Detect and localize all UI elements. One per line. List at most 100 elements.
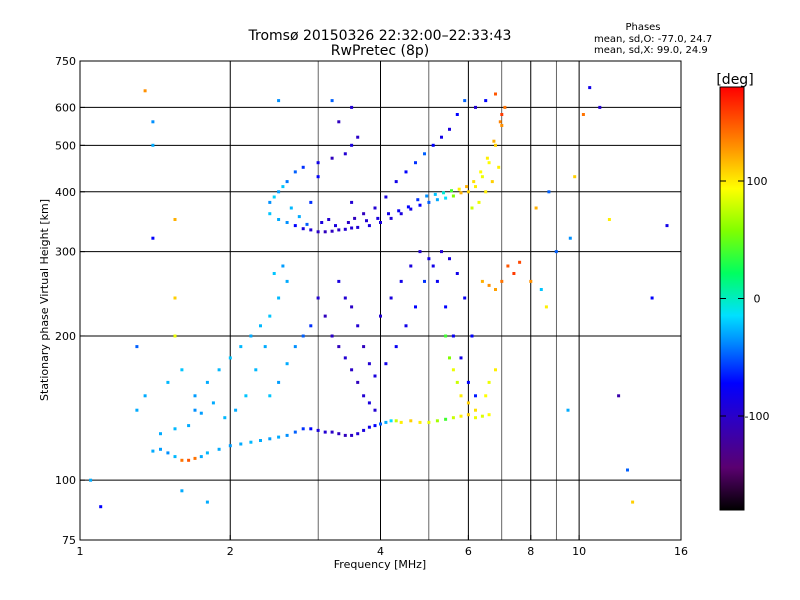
data-point	[309, 427, 313, 431]
x-tick-label: 4	[377, 545, 384, 558]
data-point	[217, 368, 221, 372]
data-point	[356, 135, 360, 139]
data-point	[444, 305, 448, 309]
x-tick-label: 6	[465, 545, 472, 558]
x-tick-label: 16	[674, 545, 688, 558]
data-point	[379, 314, 382, 318]
data-point	[234, 408, 238, 412]
data-point	[466, 401, 470, 405]
data-point	[337, 345, 341, 349]
data-point	[285, 279, 289, 283]
data-point	[143, 89, 147, 93]
data-point	[474, 408, 477, 412]
data-point	[406, 205, 410, 209]
data-point	[356, 324, 360, 328]
data-point	[494, 92, 497, 96]
chart-subtitle: RwPretec (8p)	[331, 43, 429, 59]
data-point	[350, 368, 354, 372]
data-point	[414, 161, 417, 165]
x-axis-label: Frequency [MHz]	[334, 558, 426, 571]
data-point	[470, 334, 474, 338]
data-point	[409, 419, 413, 423]
y-tick-label: 600	[55, 101, 76, 114]
data-point	[285, 180, 289, 184]
data-point	[431, 264, 435, 268]
data-point	[435, 419, 439, 423]
data-point	[598, 105, 602, 109]
data-point	[89, 478, 93, 482]
data-point	[173, 455, 177, 459]
data-point	[384, 420, 388, 424]
data-point	[362, 394, 366, 398]
data-point	[343, 152, 347, 156]
data-point	[343, 433, 347, 437]
data-point	[367, 425, 371, 429]
data-point	[474, 105, 477, 109]
data-point	[272, 195, 276, 199]
x-tick-label: 8	[527, 545, 534, 558]
data-point	[277, 218, 281, 221]
data-point	[239, 345, 243, 349]
data-point	[539, 288, 543, 291]
data-point	[451, 368, 455, 372]
data-point	[268, 212, 272, 216]
data-point	[373, 424, 377, 428]
data-point	[293, 345, 297, 349]
data-point	[327, 218, 331, 221]
data-point	[399, 212, 403, 216]
data-point	[330, 99, 334, 103]
data-point	[343, 227, 347, 231]
data-point	[414, 305, 417, 309]
data-point	[293, 170, 297, 174]
data-point	[492, 139, 496, 143]
data-point	[180, 489, 184, 493]
data-point	[466, 413, 470, 417]
data-point	[309, 228, 313, 232]
data-point	[239, 442, 243, 446]
data-point	[472, 180, 476, 184]
x-tick-label: 10	[572, 545, 586, 558]
data-point	[451, 334, 455, 338]
data-point	[249, 440, 253, 444]
data-point	[425, 194, 429, 198]
data-point	[180, 458, 184, 462]
data-point	[244, 394, 248, 398]
data-point	[187, 424, 191, 428]
data-point	[457, 187, 461, 191]
data-point	[166, 451, 170, 455]
y-tick-label: 75	[62, 534, 76, 547]
data-point	[568, 236, 572, 240]
data-point	[337, 120, 341, 124]
data-point	[316, 230, 320, 234]
data-point	[330, 430, 334, 434]
data-point	[479, 170, 483, 174]
data-point	[404, 324, 408, 328]
y-tick-label: 300	[55, 246, 76, 259]
data-point	[448, 127, 451, 131]
data-point	[268, 200, 272, 204]
data-point	[665, 224, 669, 228]
data-point	[159, 432, 162, 436]
data-point	[159, 447, 162, 451]
data-point	[277, 435, 281, 439]
data-point	[423, 152, 426, 156]
colorbar-ticks: 100 0 -100	[720, 175, 769, 423]
data-point	[544, 305, 548, 309]
data-point	[173, 218, 177, 221]
data-point	[343, 356, 347, 360]
data-point	[416, 198, 420, 202]
data-point	[316, 296, 320, 300]
data-point	[448, 356, 451, 360]
data-point	[480, 414, 484, 418]
data-point	[494, 368, 497, 372]
data-point	[409, 264, 413, 268]
data-point	[193, 394, 197, 398]
data-point	[566, 408, 570, 412]
data-point	[512, 272, 516, 275]
chart-title: Tromsø 20150326 22:32:00–22:33:43	[248, 28, 512, 44]
data-point	[423, 279, 426, 283]
data-point	[350, 200, 354, 204]
data-point	[573, 175, 577, 179]
data-point	[490, 180, 494, 184]
data-point	[272, 272, 276, 275]
